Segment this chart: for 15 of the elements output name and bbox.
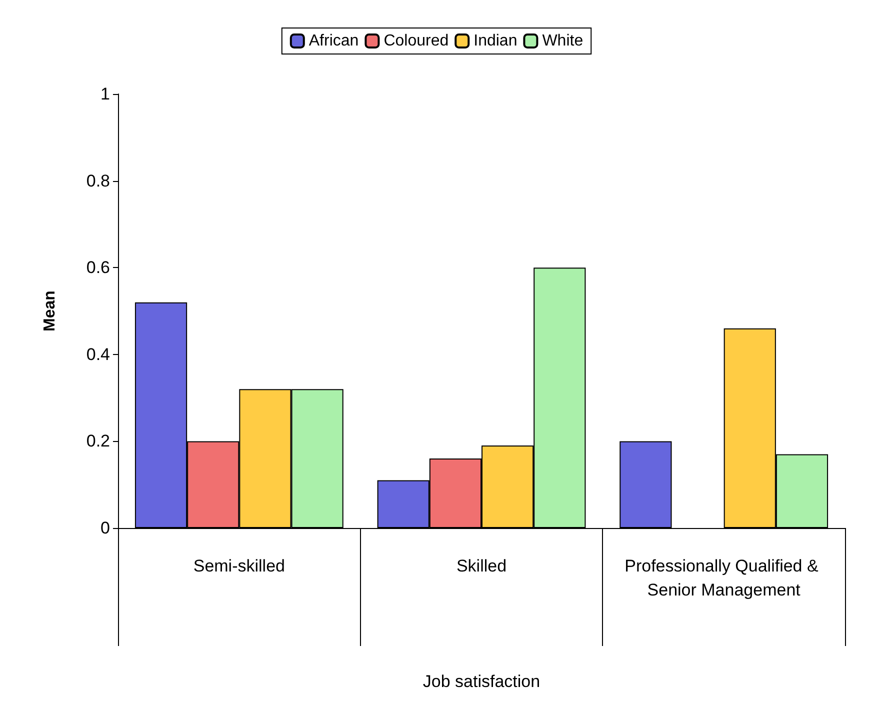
x-tick-label: Skilled (456, 556, 507, 576)
legend-label: Indian (474, 32, 518, 50)
y-tick-label: 0.6 (86, 258, 110, 278)
x-tick-label: Professionally Qualified & Senior Management (624, 556, 824, 600)
y-axis-title: Mean (42, 290, 58, 332)
legend-label: Coloured (384, 32, 449, 50)
x-axis-title: Job satisfaction (422, 672, 540, 691)
y-tick-label: 1 (100, 84, 110, 104)
legend-label: White (542, 32, 584, 50)
legend-label: African (308, 32, 359, 50)
x-tick-label: Semi-skilled (193, 556, 285, 576)
y-tick-label: 0.2 (86, 432, 110, 451)
y-tick-label: 0.4 (86, 344, 110, 364)
y-tick-label: 0 (100, 518, 110, 538)
y-tick-label: 0.8 (86, 171, 110, 190)
